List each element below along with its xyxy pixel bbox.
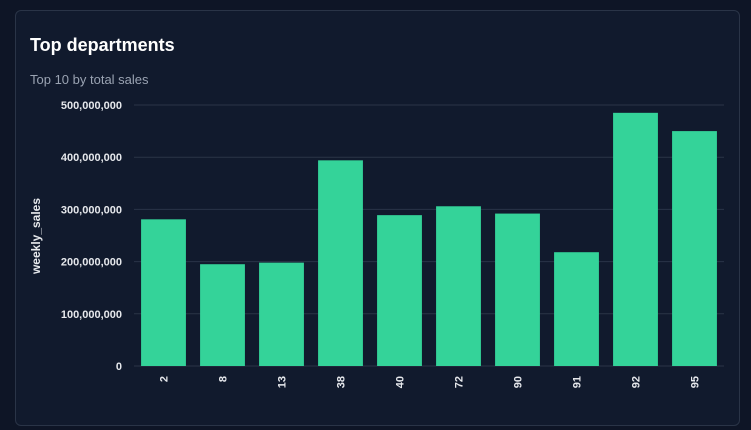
y-tick-label: 100,000,000 (61, 309, 122, 321)
chart-subtitle: Top 10 by total sales (30, 72, 149, 87)
bar-72[interactable] (436, 206, 481, 366)
x-tick-label: 92 (631, 376, 643, 388)
bar-8[interactable] (200, 264, 245, 366)
bar-38[interactable] (318, 160, 363, 366)
x-tick-label: 38 (336, 376, 348, 388)
y-tick-label: 400,000,000 (61, 152, 122, 164)
y-tick-label: 200,000,000 (61, 257, 122, 269)
y-axis-label: weekly_sales (29, 198, 43, 275)
bar-2[interactable] (141, 219, 186, 366)
x-tick-label: 8 (218, 376, 230, 382)
bar-91[interactable] (554, 252, 599, 366)
y-tick-label: 500,000,000 (61, 100, 122, 112)
x-tick-label: 13 (277, 376, 289, 388)
x-tick-label: 2 (159, 376, 171, 382)
y-axis-ticks: 0 100,000,000 200,000,000 300,000,000 400,00… (61, 100, 122, 373)
chart-title: Top departments (30, 35, 175, 55)
x-axis-ticks: 2 8 13 38 40 72 90 91 92 95 (159, 376, 702, 388)
y-tick-label: 0 (116, 361, 122, 373)
x-tick-label: 95 (690, 376, 702, 388)
bar-90[interactable] (495, 213, 540, 366)
bars (141, 112, 717, 366)
x-tick-label: 40 (395, 376, 407, 388)
x-tick-label: 90 (513, 376, 525, 388)
bar-13[interactable] (259, 262, 304, 366)
bar-40[interactable] (377, 215, 422, 366)
bar-92[interactable] (613, 112, 658, 366)
bar-95[interactable] (672, 131, 717, 366)
x-tick-label: 91 (572, 376, 584, 388)
x-tick-label: 72 (454, 376, 466, 388)
y-tick-label: 300,000,000 (61, 204, 122, 216)
